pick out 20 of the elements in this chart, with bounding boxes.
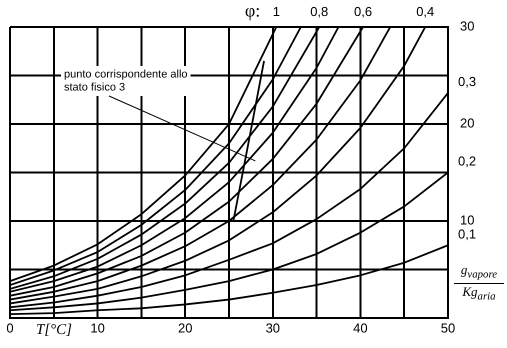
series-label: 0,6 [354,4,372,20]
series-label: 0,1 [458,226,476,242]
series-label: 0,4 [416,4,434,20]
series-label: 0,3 [458,74,476,90]
x-tick-label: 40 [353,320,368,336]
y-tick-label: 20 [460,116,474,131]
x-axis-title: T[°C] [36,322,72,339]
annotation: punto corrispondente allo stato fisico 3 [64,68,188,94]
x-tick-label: 50 [440,320,456,336]
x-tick-label: 20 [178,320,192,336]
y-tick-label: 10 [460,212,474,228]
series-label: 0,8 [310,4,328,20]
series-label: 1 [272,4,280,20]
series-label: 0,2 [458,154,476,169]
x-tick-label: 0 [6,320,14,336]
y-tick-label: 30 [460,18,474,34]
x-tick-label: 30 [266,320,280,336]
y-axis-title: g$_{vapore}$ Kg$_{aria}$ [460,262,498,304]
x-tick-label: 10 [90,320,105,336]
legend-title: φ: [244,0,260,21]
